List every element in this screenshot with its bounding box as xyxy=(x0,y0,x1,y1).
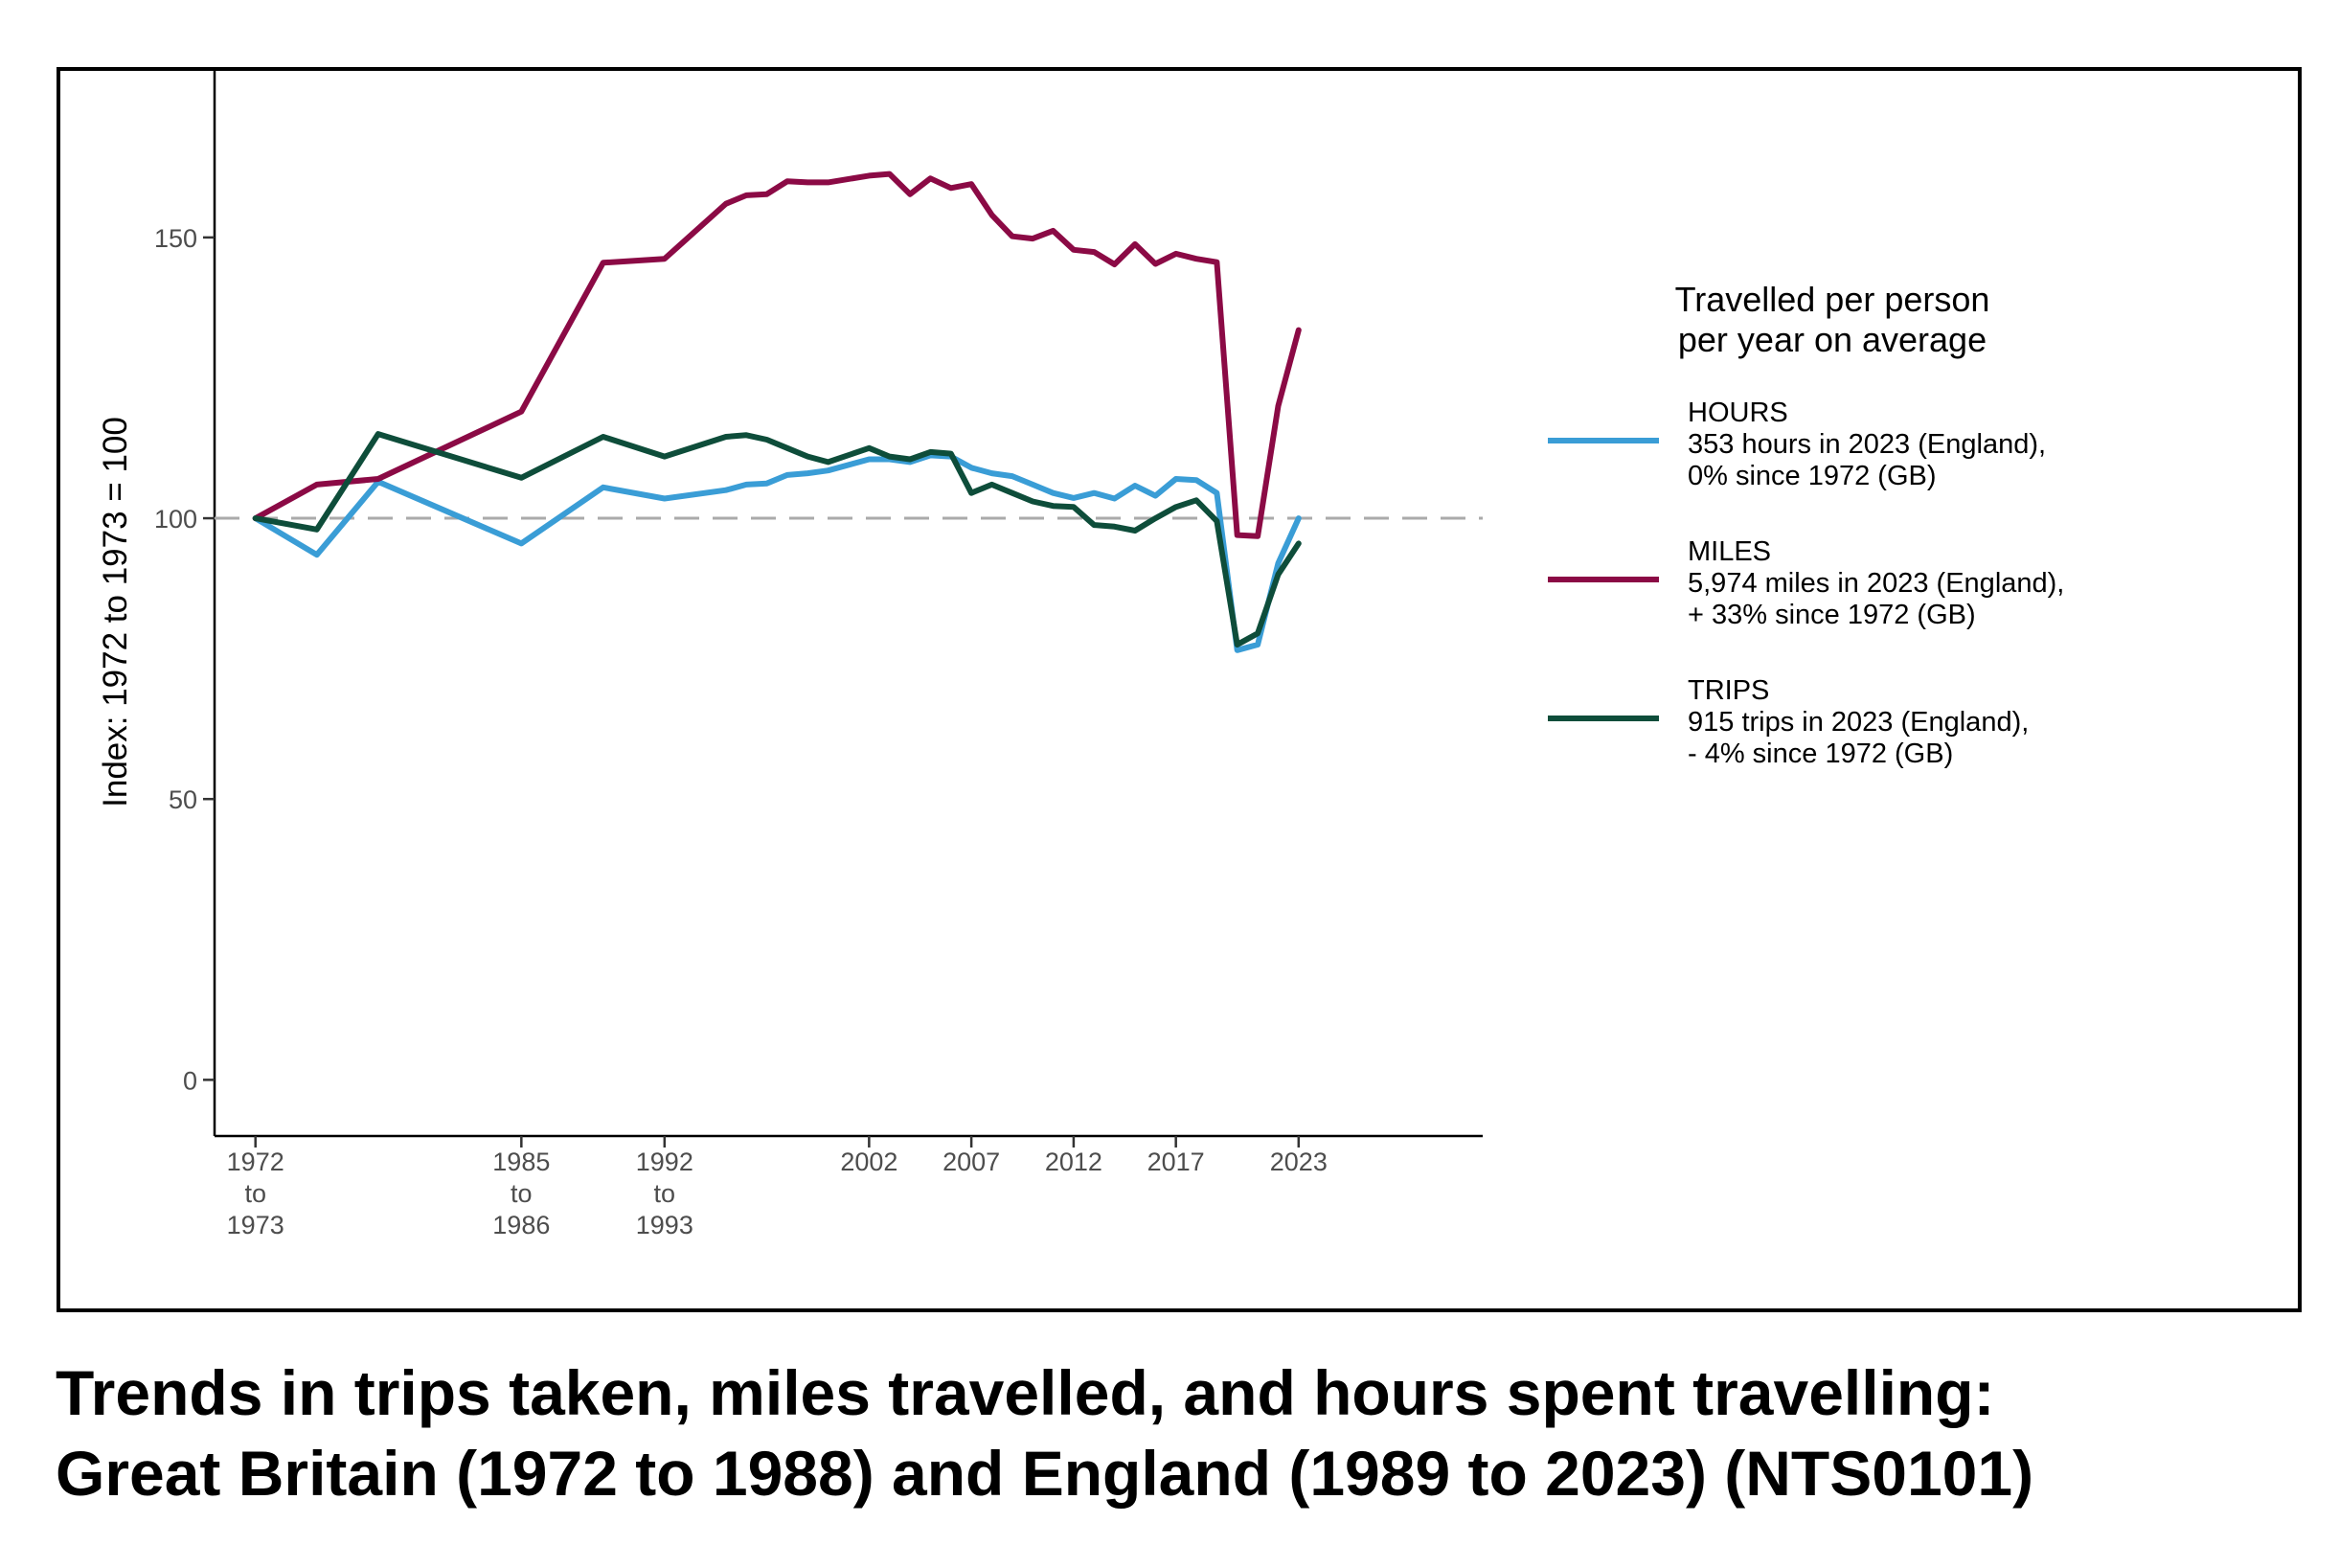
y-tick-label: 100 xyxy=(154,505,197,534)
x-tick-label: 2023 xyxy=(1270,1148,1328,1176)
legend-label-miles: MILES xyxy=(1688,536,1771,567)
y-tick-label: 50 xyxy=(169,785,197,814)
legend-description: 5,974 miles in 2023 (England), xyxy=(1688,568,2064,599)
y-axis-title: Index: 1972 to 1973 = 100 xyxy=(97,417,134,807)
legend-description: 353 hours in 2023 (England), xyxy=(1688,429,2046,460)
x-tick-label: 1992 xyxy=(636,1148,693,1176)
legend-label-trips: TRIPS xyxy=(1688,675,1769,706)
x-tick-label: 2017 xyxy=(1147,1148,1205,1176)
caption-line-1: Trends in trips taken, miles travelled, … xyxy=(56,1357,1995,1428)
series-line-miles xyxy=(252,170,1302,539)
series-line-trips xyxy=(252,431,1302,648)
series-line-hours xyxy=(252,452,1302,653)
x-tick-label: 2002 xyxy=(840,1148,897,1176)
x-tick-label: 1985 xyxy=(492,1148,550,1176)
legend-description: 0% since 1972 (GB) xyxy=(1688,461,1937,491)
x-tick-label: 2012 xyxy=(1045,1148,1102,1176)
x-tick-label: 1972 xyxy=(227,1148,284,1176)
caption-line-2: Great Britain (1972 to 1988) and England… xyxy=(56,1438,2034,1509)
legend-description: 915 trips in 2023 (England), xyxy=(1688,707,2029,738)
x-tick-label: to xyxy=(244,1179,266,1208)
y-tick-label: 0 xyxy=(183,1066,197,1095)
x-tick-label: to xyxy=(654,1179,676,1208)
x-tick-label: 1973 xyxy=(227,1211,284,1239)
chart-caption: Trends in trips taken, miles travelled, … xyxy=(56,1352,2297,1513)
x-tick-label: 1993 xyxy=(636,1211,693,1239)
legend-title: per year on average xyxy=(1678,320,1987,359)
y-tick-label: 150 xyxy=(154,224,197,253)
plot-area: 0 50 100 150 1972 to 1973 1985 to 1986 1992 to 1993 2… xyxy=(97,69,1483,1239)
x-tick-label: to xyxy=(511,1179,533,1208)
legend-title: Travelled per person xyxy=(1675,280,1990,319)
legend-label-hours: HOURS xyxy=(1688,398,1788,428)
chart-frame xyxy=(57,67,2302,1312)
x-tick-label: 2007 xyxy=(942,1148,1000,1176)
legend-description: - 4% since 1972 (GB) xyxy=(1688,739,1953,769)
x-tick-label: 1986 xyxy=(492,1211,550,1239)
legend-description: + 33% since 1972 (GB) xyxy=(1688,600,1976,630)
